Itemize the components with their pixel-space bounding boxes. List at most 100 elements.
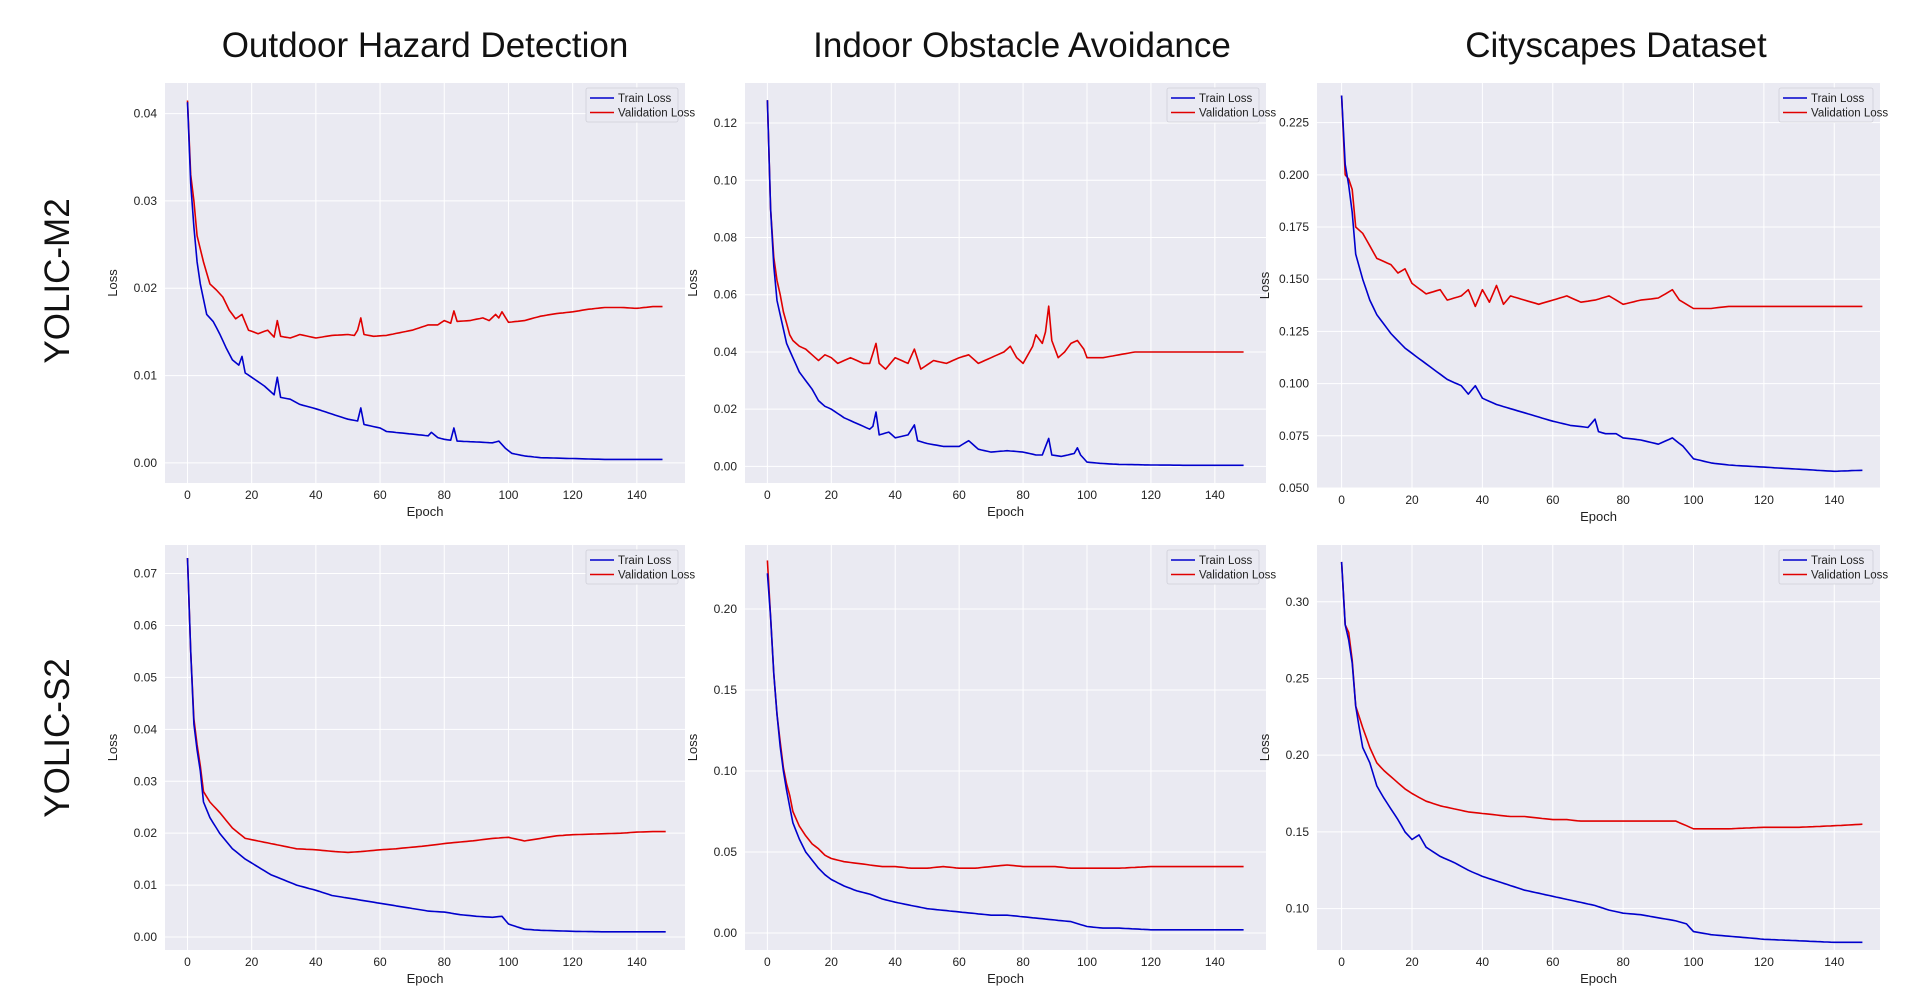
x-tick-label: 80 bbox=[438, 955, 452, 969]
y-tick-label: 0.225 bbox=[1279, 116, 1309, 130]
y-tick-label: 0.03 bbox=[134, 774, 158, 788]
series-line-validation bbox=[766, 560, 1244, 869]
y-tick-label: 0.01 bbox=[134, 878, 158, 892]
series-line-validation bbox=[1340, 95, 1863, 310]
y-axis-label: Loss bbox=[1257, 733, 1272, 761]
legend-label: Validation Loss bbox=[618, 570, 695, 582]
x-tick-label: 100 bbox=[498, 488, 518, 502]
x-tick-label: 100 bbox=[1077, 488, 1097, 502]
x-axis-label: Epoch bbox=[407, 971, 444, 986]
x-tick-label: 120 bbox=[1141, 955, 1161, 969]
series-line-validation bbox=[186, 100, 663, 339]
plot-area bbox=[745, 545, 1266, 950]
y-tick-label: 0.06 bbox=[134, 618, 158, 632]
y-tick-label: 0.25 bbox=[1286, 671, 1310, 685]
x-tick-label: 60 bbox=[952, 955, 966, 969]
legend-label: Train Loss bbox=[1199, 555, 1253, 567]
y-tick-label: 0.00 bbox=[714, 926, 738, 940]
series-line-train bbox=[1340, 95, 1863, 473]
legend-label: Train Loss bbox=[1199, 93, 1253, 105]
x-tick-label: 0 bbox=[1338, 955, 1345, 969]
x-tick-label: 100 bbox=[498, 955, 518, 969]
plot-area bbox=[165, 545, 685, 950]
x-tick-label: 0 bbox=[184, 488, 191, 502]
legend-label: Validation Loss bbox=[618, 108, 695, 120]
legend-label: Validation Loss bbox=[1199, 570, 1276, 582]
chart-m2-outdoor: 0 20 40 60 80 100 120 140 0.00 0.01 0.02 0.03 0.04 Ep… bbox=[105, 83, 695, 519]
series-line-train bbox=[766, 573, 1244, 931]
y-tick-label: 0.04 bbox=[134, 107, 158, 121]
legend-box bbox=[1778, 87, 1874, 123]
y-tick-label: 0.10 bbox=[1286, 902, 1310, 916]
x-axis-label: Epoch bbox=[407, 504, 444, 519]
x-tick-label: 20 bbox=[245, 488, 259, 502]
series-line-validation bbox=[186, 557, 666, 854]
legend-label: Validation Loss bbox=[1811, 108, 1888, 120]
x-tick-label: 40 bbox=[1476, 955, 1490, 969]
plot-area bbox=[745, 83, 1266, 483]
y-tick-label: 0.04 bbox=[714, 345, 738, 359]
x-tick-label: 0 bbox=[764, 488, 771, 502]
y-tick-label: 0.150 bbox=[1279, 272, 1309, 286]
y-tick-label: 0.05 bbox=[714, 845, 738, 859]
legend-box bbox=[1166, 549, 1260, 585]
y-tick-label: 0.200 bbox=[1279, 168, 1309, 182]
y-tick-label: 0.15 bbox=[714, 683, 738, 697]
x-tick-label: 140 bbox=[1824, 493, 1844, 507]
y-tick-label: 0.00 bbox=[134, 930, 158, 944]
y-tick-label: 0.125 bbox=[1279, 324, 1309, 338]
y-tick-label: 0.04 bbox=[134, 722, 158, 736]
y-tick-label: 0.00 bbox=[714, 459, 738, 473]
y-axis-label: Loss bbox=[685, 733, 700, 761]
y-tick-label: 0.075 bbox=[1279, 429, 1309, 443]
y-tick-label: 0.10 bbox=[714, 764, 738, 778]
y-tick-label: 0.06 bbox=[714, 288, 738, 302]
x-tick-label: 120 bbox=[563, 955, 583, 969]
x-tick-label: 80 bbox=[438, 488, 452, 502]
y-tick-label: 0.050 bbox=[1279, 481, 1309, 495]
y-tick-label: 0.10 bbox=[714, 173, 738, 187]
legend-box bbox=[1166, 87, 1260, 123]
x-tick-label: 60 bbox=[952, 488, 966, 502]
x-tick-label: 40 bbox=[889, 488, 903, 502]
x-tick-label: 120 bbox=[1754, 493, 1774, 507]
x-axis-label: Epoch bbox=[1580, 971, 1617, 986]
column-title-indoor: Indoor Obstacle Avoidance bbox=[813, 26, 1231, 65]
y-axis-label: Loss bbox=[1257, 271, 1272, 299]
legend-label: Validation Loss bbox=[1199, 108, 1276, 120]
plot-area bbox=[165, 83, 685, 483]
y-tick-label: 0.03 bbox=[134, 194, 158, 208]
x-tick-label: 100 bbox=[1683, 493, 1703, 507]
x-tick-label: 40 bbox=[309, 488, 323, 502]
y-tick-label: 0.20 bbox=[714, 602, 738, 616]
x-tick-label: 20 bbox=[825, 955, 839, 969]
column-title-cityscapes: Cityscapes Dataset bbox=[1465, 26, 1767, 65]
x-tick-label: 120 bbox=[563, 488, 583, 502]
y-axis-label: Loss bbox=[105, 269, 120, 297]
y-tick-label: 0.20 bbox=[1286, 748, 1310, 762]
x-tick-label: 80 bbox=[1016, 955, 1030, 969]
x-tick-label: 140 bbox=[627, 955, 647, 969]
y-tick-label: 0.02 bbox=[134, 826, 158, 840]
x-axis-label: Epoch bbox=[987, 971, 1024, 986]
legend-box bbox=[585, 549, 679, 585]
series-line-train bbox=[1340, 561, 1863, 944]
column-title-outdoor: Outdoor Hazard Detection bbox=[221, 26, 629, 65]
chart-m2-indoor: 0 20 40 60 80 100 120 140 0.00 0.02 0.04 0.06 0.08 0.… bbox=[685, 83, 1276, 519]
y-tick-label: 0.00 bbox=[134, 456, 158, 470]
x-tick-label: 140 bbox=[1205, 955, 1225, 969]
y-tick-label: 0.15 bbox=[1286, 825, 1310, 839]
x-tick-label: 140 bbox=[1824, 955, 1844, 969]
y-tick-label: 0.12 bbox=[714, 116, 738, 130]
x-tick-label: 80 bbox=[1616, 955, 1630, 969]
x-tick-label: 20 bbox=[245, 955, 259, 969]
y-tick-label: 0.01 bbox=[134, 369, 158, 383]
legend-label: Train Loss bbox=[1811, 93, 1865, 105]
chart-m2-cityscapes: 0 20 40 60 80 100 120 140 0.050 0.075 0.100 0.125 0.… bbox=[1257, 83, 1888, 524]
x-tick-label: 60 bbox=[373, 955, 387, 969]
x-tick-label: 120 bbox=[1141, 488, 1161, 502]
x-tick-label: 140 bbox=[1205, 488, 1225, 502]
y-tick-label: 0.07 bbox=[134, 567, 158, 581]
chart-s2-outdoor: 0 20 40 60 80 100 120 140 0.00 0.01 0.02 0.03 0.04 0.… bbox=[105, 545, 695, 986]
